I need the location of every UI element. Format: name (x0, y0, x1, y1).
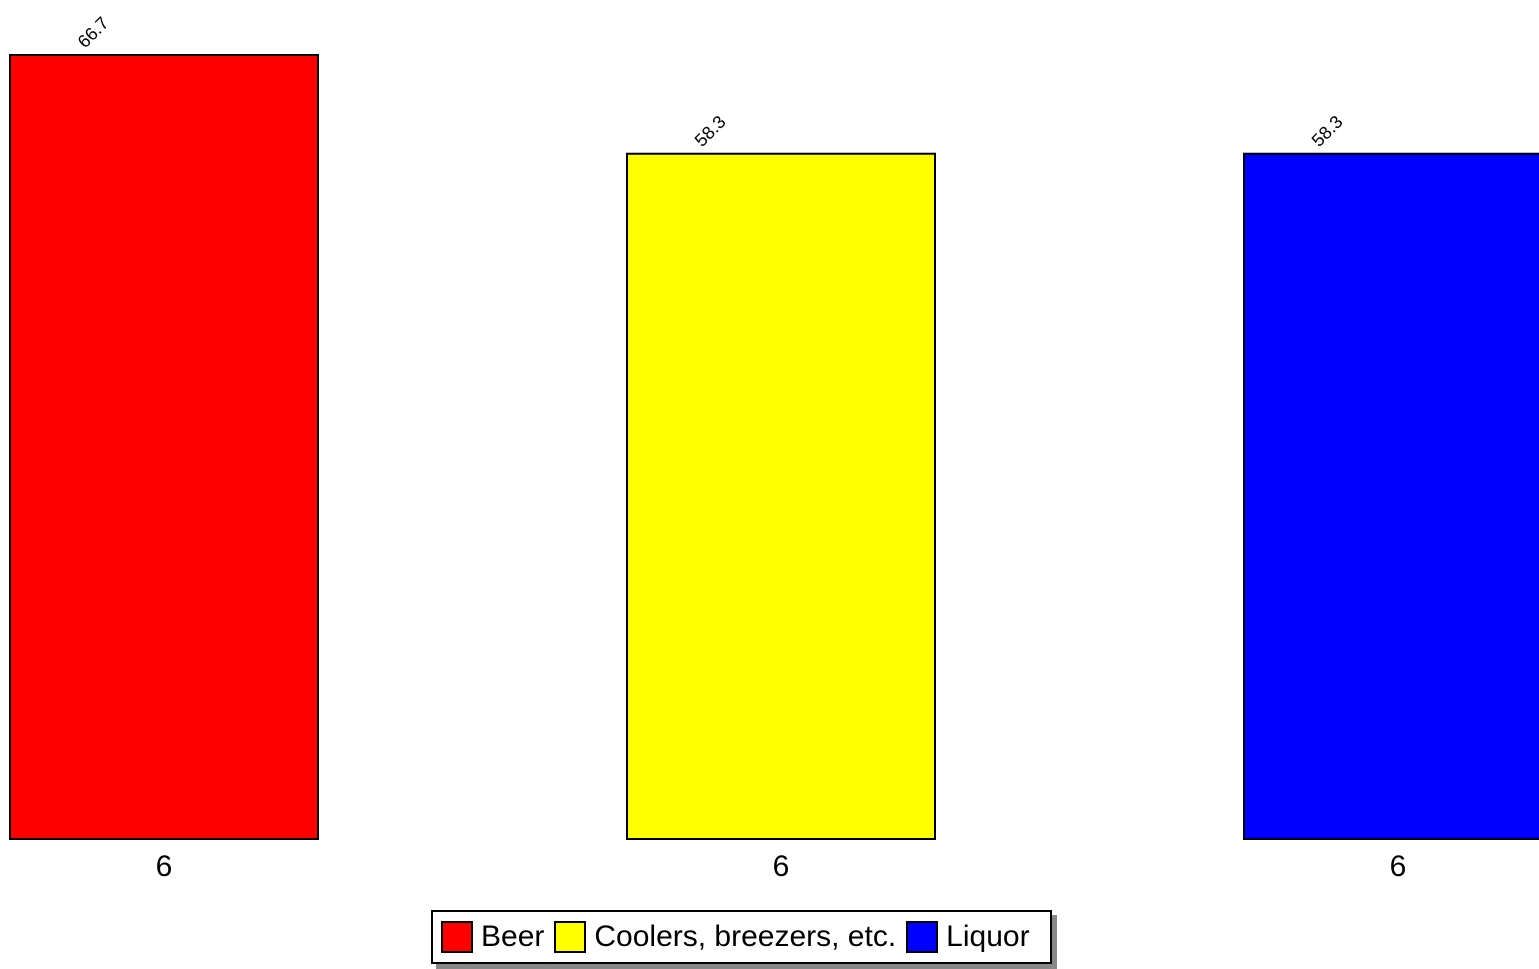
x-tick-label: 6 (156, 850, 173, 883)
bar (626, 152, 936, 841)
legend: Beer Coolers, breezers, etc. Liquor (431, 910, 1052, 964)
bar (1243, 152, 1539, 841)
legend-label: Coolers, breezers, etc. (594, 920, 897, 953)
legend-swatch (441, 921, 473, 953)
legend-item: Coolers, breezers, etc. (554, 920, 896, 954)
value-label: 66.7 (74, 13, 113, 52)
legend-item: Liquor (906, 920, 1030, 954)
legend-item: Beer (441, 920, 544, 954)
value-label: 58.3 (1308, 112, 1347, 151)
legend-label: Liquor (946, 920, 1030, 953)
x-tick-label: 6 (773, 850, 790, 883)
legend-swatch (554, 921, 587, 953)
legend-swatch (906, 921, 939, 953)
x-tick-label: 6 (1390, 850, 1407, 883)
bar (9, 54, 319, 840)
value-label: 58.3 (691, 112, 730, 151)
legend-label: Beer (481, 920, 545, 953)
